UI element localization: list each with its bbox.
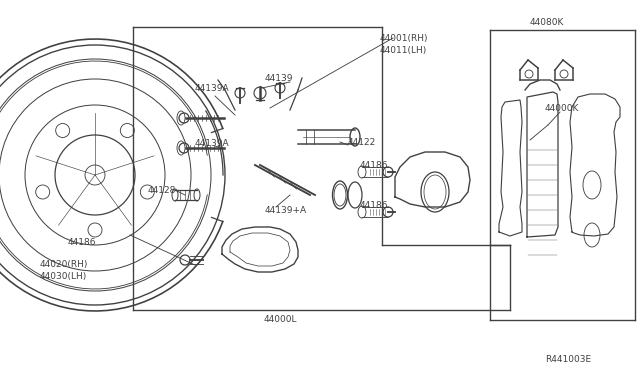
Text: 44139A: 44139A <box>195 138 230 148</box>
Text: 44122: 44122 <box>348 138 376 147</box>
Text: 44030(LH): 44030(LH) <box>40 273 87 282</box>
Text: 44000L: 44000L <box>263 315 297 324</box>
Text: 44080K: 44080K <box>530 17 564 26</box>
Text: 44000K: 44000K <box>545 103 579 112</box>
Text: 44139+A: 44139+A <box>265 205 307 215</box>
Text: 44139A: 44139A <box>195 83 230 93</box>
Text: 44139: 44139 <box>265 74 294 83</box>
Text: 44001(RH): 44001(RH) <box>380 33 429 42</box>
Text: 44020(RH): 44020(RH) <box>40 260 88 269</box>
Text: 44011(LH): 44011(LH) <box>380 45 428 55</box>
Text: 44186: 44186 <box>360 160 388 170</box>
Text: 44186: 44186 <box>68 237 97 247</box>
Text: R441003E: R441003E <box>545 356 591 365</box>
Text: 44128: 44128 <box>148 186 177 195</box>
Text: 44186: 44186 <box>360 201 388 209</box>
